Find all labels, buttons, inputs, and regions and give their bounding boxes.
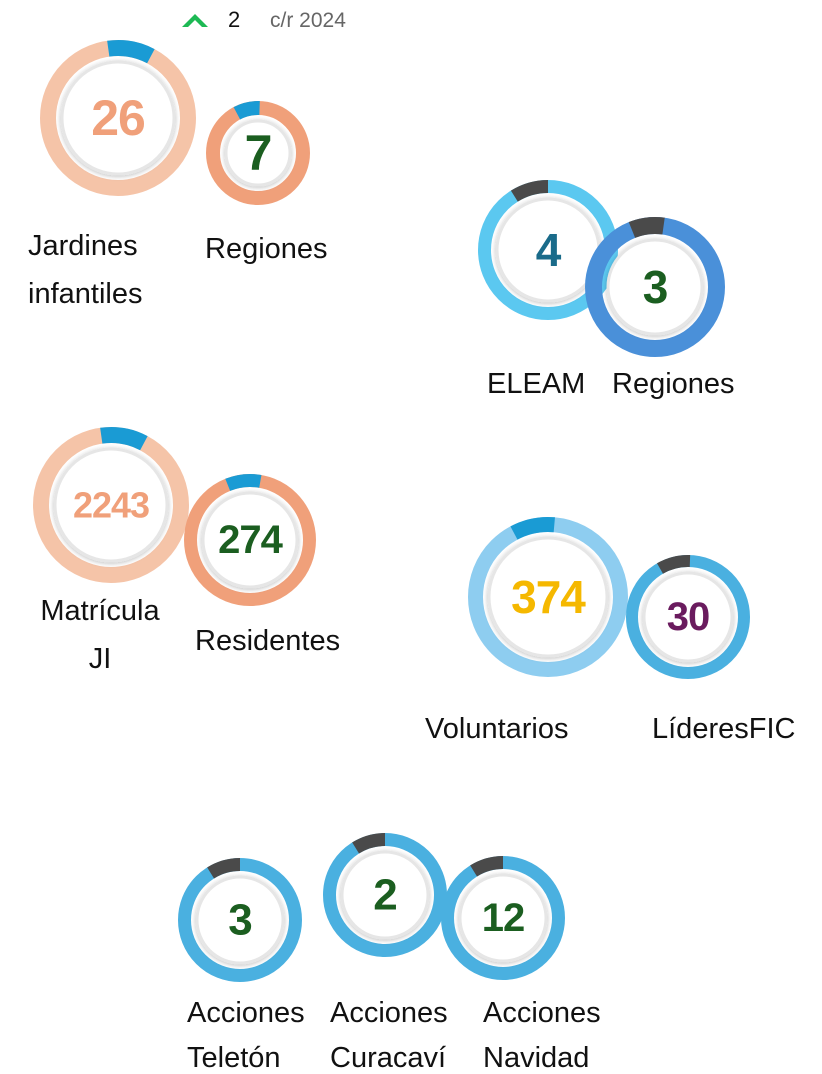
- item-label: Acciones: [187, 997, 305, 1029]
- item-label: Acciones: [330, 997, 448, 1029]
- item-value: 12: [482, 896, 525, 940]
- ring-center: [53, 447, 169, 563]
- items: 26 Jardines infantiles 7 Regiones 4 ELEAM 3 Regi…: [28, 40, 795, 1074]
- item-value: 30: [667, 595, 710, 639]
- item-label: Matrícula: [40, 595, 160, 627]
- ring-center: [224, 119, 292, 187]
- header-label: c/r 2024: [270, 9, 346, 32]
- ring-center: [642, 571, 734, 663]
- ring-accent: [233, 101, 260, 120]
- ring-accent: [510, 180, 549, 202]
- ring-center: [60, 60, 176, 176]
- ring-item: 26 Jardines infantiles: [28, 40, 196, 310]
- ring-accent: [510, 517, 555, 540]
- item-label: Regiones: [612, 368, 735, 400]
- ring-item: 3 Acciones Teletón: [178, 858, 305, 1074]
- item-label: Curacaví: [330, 1042, 446, 1074]
- up-chevron: [182, 14, 208, 27]
- item-value: 26: [91, 90, 145, 146]
- item-label: Residentes: [195, 625, 340, 657]
- item-value: 3: [228, 896, 251, 945]
- ring-accent: [657, 555, 691, 574]
- item-value: 3: [643, 261, 668, 313]
- item-value: 7: [245, 125, 272, 181]
- ring-center: [340, 850, 430, 940]
- item-value: 4: [536, 224, 562, 276]
- ring-item: 374 Voluntarios: [425, 517, 628, 745]
- item-label: Navidad: [483, 1042, 589, 1074]
- ring-accent: [207, 858, 241, 879]
- header-value: 2: [228, 7, 240, 32]
- item-value: 2243: [73, 485, 149, 526]
- ring-item: 4 ELEAM: [478, 180, 618, 400]
- item-label: infantiles: [28, 278, 142, 310]
- ring-item: 2243 Matrícula JI: [33, 427, 189, 675]
- ring-item: 30 LíderesFIC: [626, 555, 795, 745]
- ring-item: 7 Regiones: [205, 101, 328, 265]
- ring-accent: [352, 833, 386, 854]
- item-label: Jardines: [28, 230, 138, 262]
- ring-center: [487, 536, 609, 658]
- item-label: Acciones: [483, 997, 601, 1029]
- item-label: Teletón: [187, 1042, 281, 1074]
- ring-accent: [225, 474, 262, 491]
- item-value: 274: [218, 518, 283, 562]
- ring-center: [195, 875, 285, 965]
- item-value: 2: [373, 871, 396, 920]
- item-label: Regiones: [205, 233, 328, 265]
- ring-accent: [107, 40, 155, 64]
- ring-accent: [470, 856, 504, 877]
- ring-center: [606, 238, 704, 336]
- ring-item: 2 Acciones Curacaví: [323, 833, 448, 1074]
- ring-center: [458, 873, 548, 963]
- item-label: LíderesFIC: [652, 713, 795, 745]
- item-value: 374: [511, 571, 586, 623]
- item-label: JI: [89, 643, 112, 675]
- item-label: Voluntarios: [425, 713, 569, 745]
- ring-item: 12 Acciones Navidad: [441, 856, 601, 1074]
- ring-accent: [628, 217, 665, 239]
- ring-item: 3 Regiones: [585, 217, 735, 400]
- ring-center: [201, 491, 299, 589]
- ring-item: 274 Residentes: [184, 474, 340, 657]
- ring-accent: [100, 427, 148, 451]
- item-label: ELEAM: [487, 368, 585, 400]
